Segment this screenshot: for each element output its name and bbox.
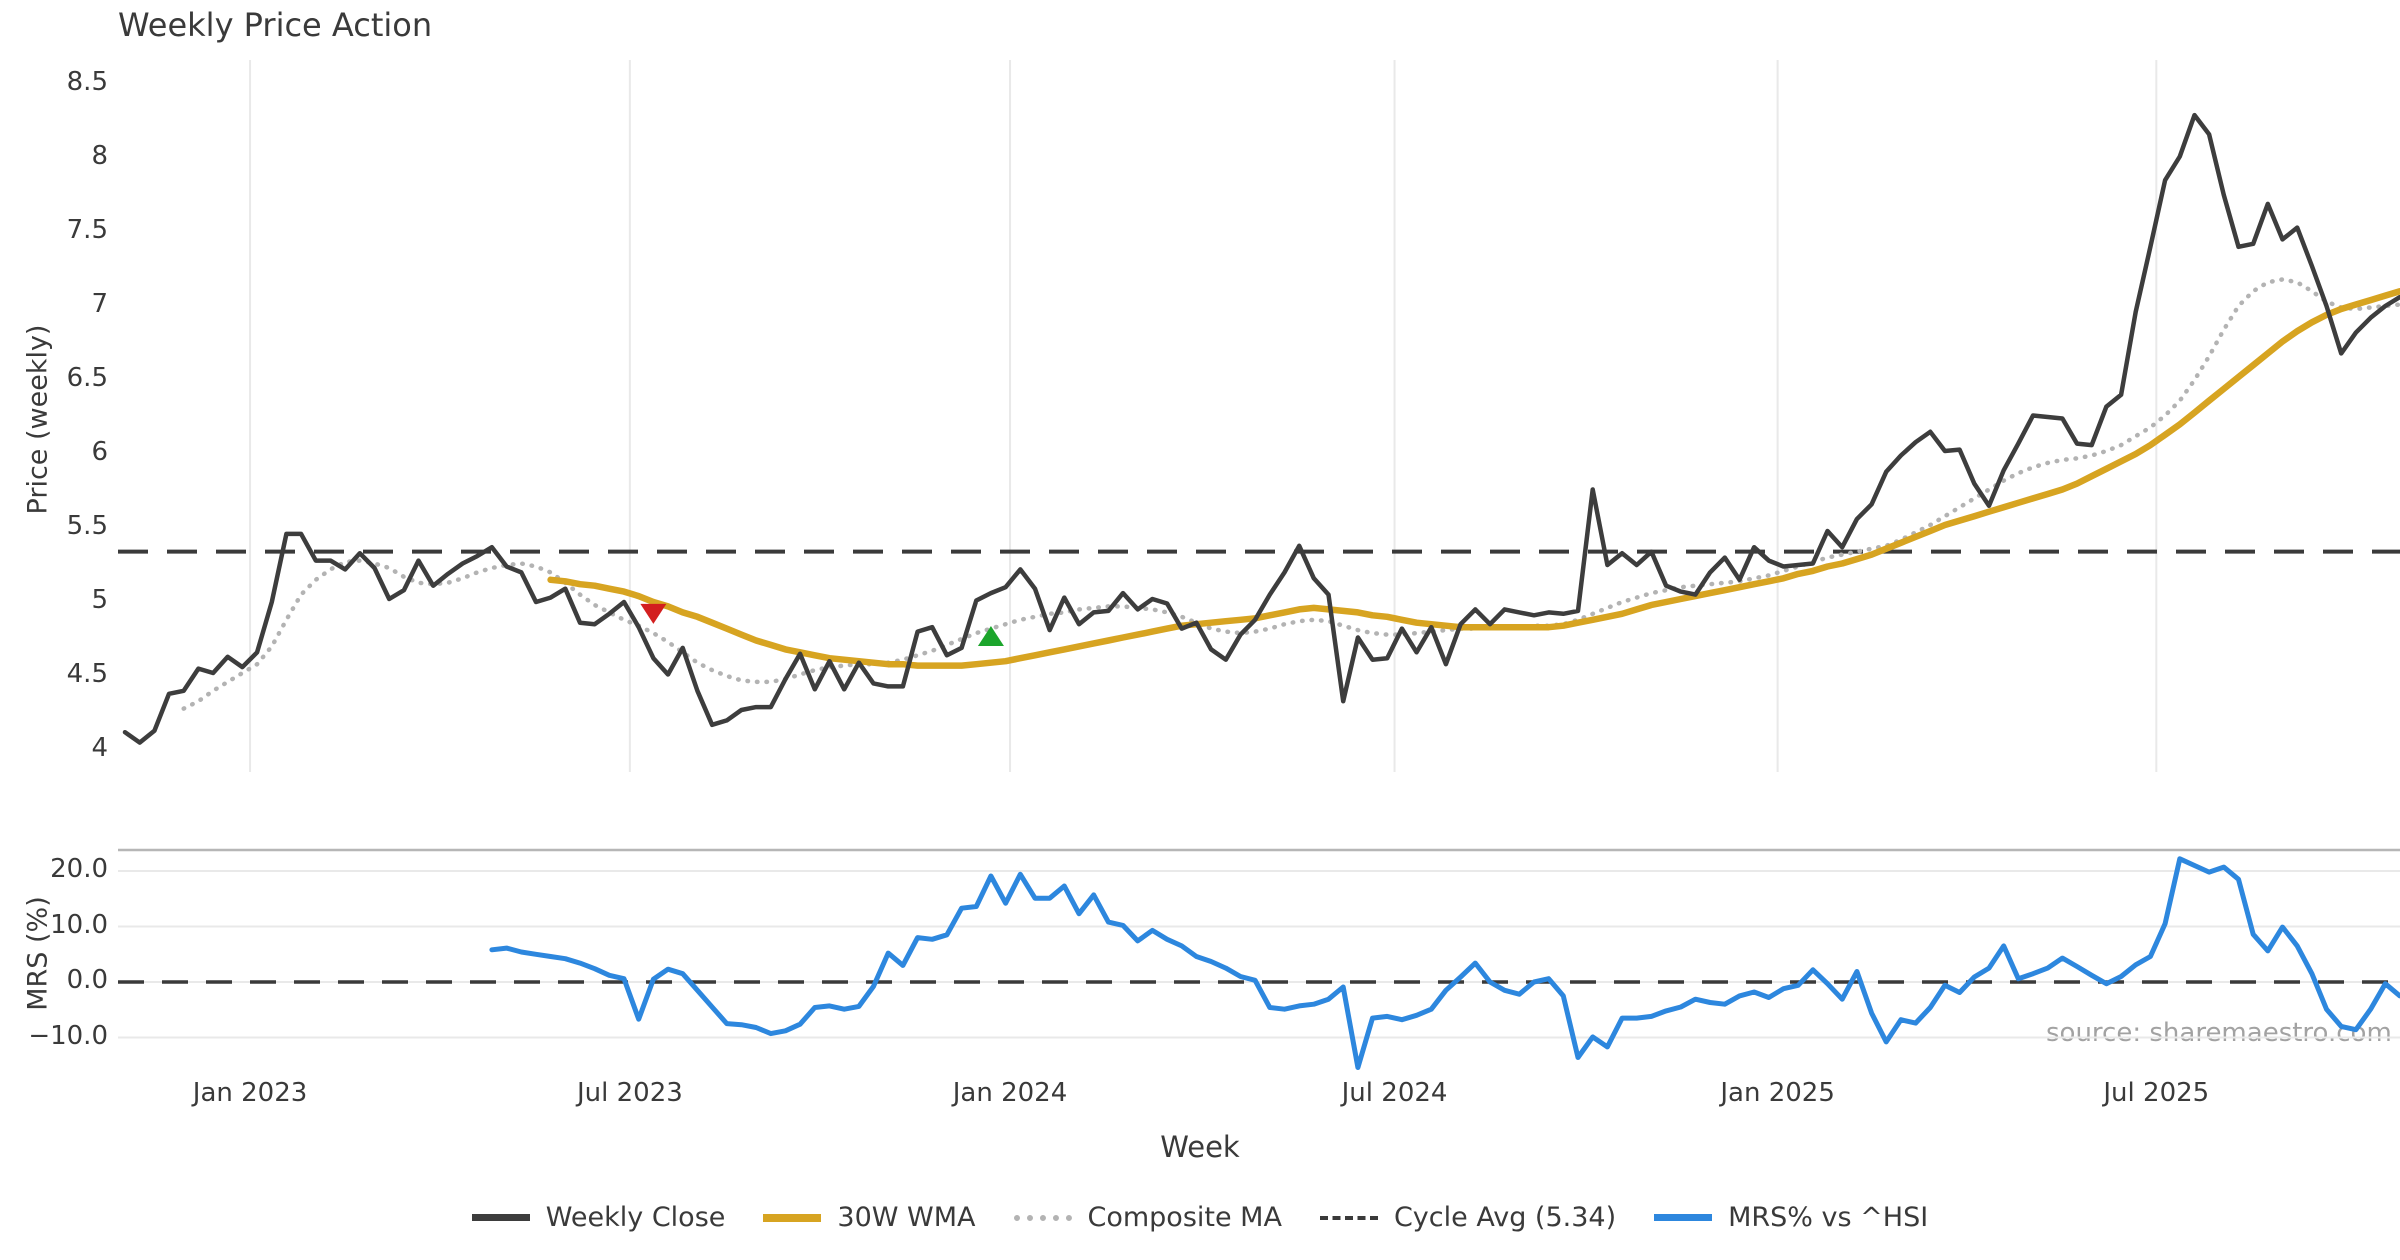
mrs-tick-label: 20.0 [50,854,108,884]
weekly-close-line [122,112,2400,745]
price-tick-label: 6.5 [66,363,108,393]
buy-signal-marker-icon [977,626,1004,647]
legend-label: 30W WMA [837,1202,976,1233]
legend-label: Composite MA [1087,1202,1282,1233]
legend-label: Weekly Close [545,1202,726,1233]
legend-label: MRS% vs ^HSI [1728,1202,1929,1233]
x-tick-label: Jul 2024 [1341,1078,1448,1108]
mrs-tick-label: 10.0 [50,909,108,940]
x-tick-label: Jan 2025 [1720,1078,1835,1108]
price-tick-label: 4.5 [66,659,108,689]
sell-signal-marker-icon [640,603,667,624]
legend-item-composite-ma: Composite MA [1013,1202,1282,1233]
legend-label: Cycle Avg (5.34) [1393,1202,1617,1233]
legend-item-cycle-avg: Cycle Avg (5.34) [1319,1202,1617,1233]
cycle-avg-swatch-icon [1319,1215,1378,1220]
wma-line-swatch-icon [763,1213,822,1222]
price-tick-label: 5.5 [66,511,108,541]
legend-item-mrs: MRS% vs ^HSI [1654,1202,1928,1233]
price-tick-label: 7.5 [66,215,108,245]
price-tick-label: 6 [91,437,108,467]
mrs-tick-label: 0.0 [66,965,108,995]
mrs-line-swatch-icon [1654,1214,1713,1221]
legend-item-weekly-close: Weekly Close [471,1202,726,1233]
x-tick-label: Jan 2023 [192,1078,308,1108]
legend: Weekly Close 30W WMA Composite MA Cycle … [0,1202,2400,1233]
price-tick-label: 7 [91,289,108,319]
price-tick-label: 5 [91,585,108,615]
price-tick-label: 8.5 [66,67,108,97]
chart-title: Weekly Price Action [118,6,433,44]
week-axis-label: Week [1160,1130,1240,1164]
x-tick-label: Jan 2024 [952,1078,1068,1108]
source-credit: source: sharemaestro.com [2046,1018,2392,1048]
x-tick-label: Jul 2023 [576,1078,683,1108]
composite-ma-swatch-icon [1013,1214,1072,1221]
price-tick-label: 8 [91,141,108,171]
price-tick-label: 4 [91,733,108,763]
mrs-line [489,856,2400,1070]
legend-item-30w-wma: 30W WMA [763,1202,976,1233]
weekly-close-line-swatch-icon [471,1214,530,1221]
x-tick-label: Jul 2025 [2103,1078,2210,1108]
mrs-tick-label: −10.0 [28,1020,108,1051]
composite-ma-line [181,277,2400,711]
